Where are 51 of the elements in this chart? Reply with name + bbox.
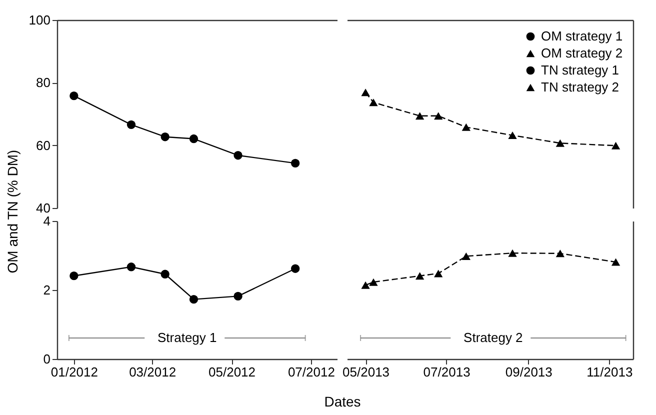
point [234,151,242,160]
point [556,250,565,258]
point [70,92,78,100]
x-tick-label: 05/2012 [208,364,256,380]
y-axis-title: OM and TN (% DM) [4,150,20,274]
point [70,272,78,280]
point [434,112,443,120]
x-tick-label: 11/2013 [586,364,633,380]
point [189,134,198,144]
point [508,249,517,257]
point [508,132,517,140]
x-tick-label: 05/2013 [342,364,390,380]
point [160,132,170,142]
point [369,98,378,106]
annotation: Strategy 1 [157,330,217,345]
y-tick-label: 40 [36,200,50,216]
point [160,270,170,278]
x-tick-label: 01/2012 [50,364,98,380]
legend-label: OM strategy 2 [541,46,623,60]
y-tick-label: 60 [36,138,50,153]
point [290,264,300,273]
point [415,112,424,120]
y-tick-label: 2 [43,282,50,298]
text: TN strategy 2 [541,80,620,94]
x-tick-label: 07/2012 [288,364,335,380]
point [361,88,370,96]
x-axis-title: Dates [324,394,361,410]
point [189,294,198,304]
y-tick-label: 0 [43,352,50,366]
point [126,262,136,272]
point [434,270,443,278]
annotation: Strategy 2 [464,330,523,345]
legend-label: OM strategy 1 [541,28,623,44]
point [611,258,620,266]
point [361,281,370,289]
y-tick-label: 100 [28,12,50,28]
x-tick-label: 03/2012 [129,364,176,380]
x-tick-label: 07/2013 [423,364,470,380]
point [415,272,424,280]
point [462,252,470,260]
point [290,158,300,168]
y-tick-label: 80 [36,75,50,90]
point [234,292,242,301]
x-tick-label: 09/2013 [505,364,552,380]
point [462,123,470,131]
text: TN strategy 1 [541,62,620,78]
point [126,120,136,129]
y-tick-label: 4 [43,214,50,228]
point [611,142,620,150]
point [369,278,378,286]
point [556,139,565,147]
